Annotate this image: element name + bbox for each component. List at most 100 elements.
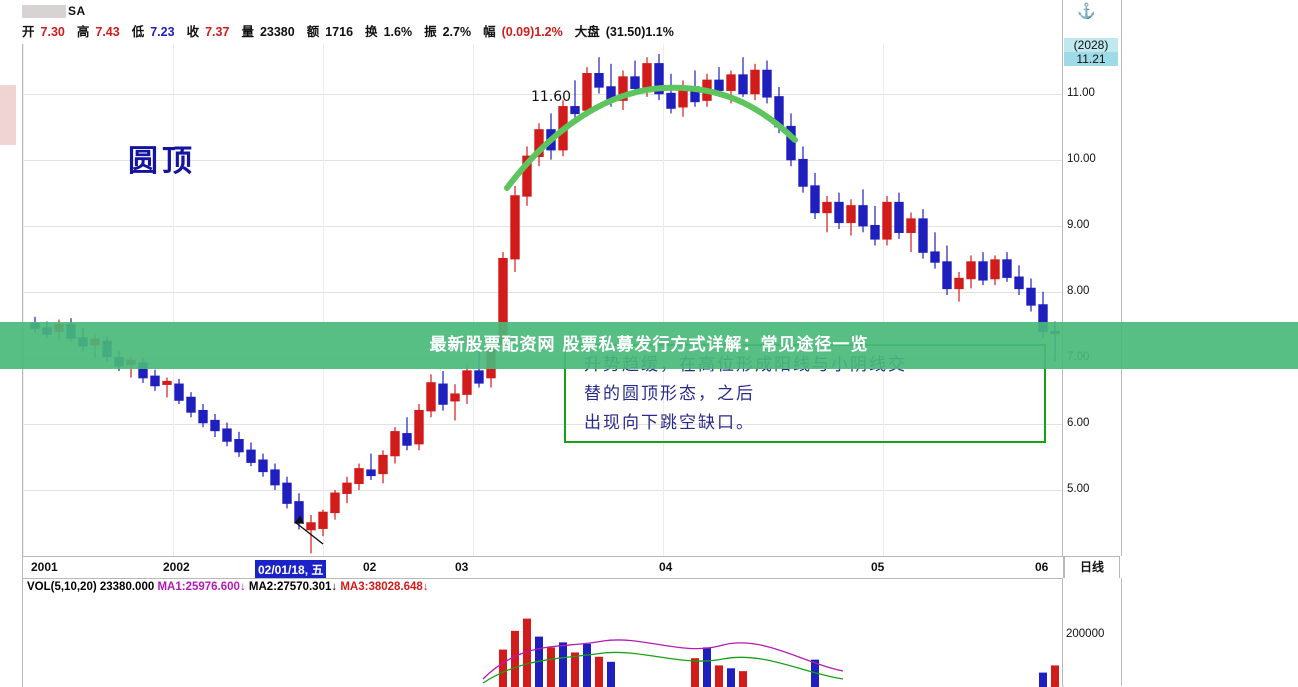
candle (234, 431, 244, 457)
quote-stat-3: 收 7.37 (186, 25, 230, 39)
peak-price-annotation: 11.60 (531, 89, 572, 105)
volume-bar (691, 658, 699, 687)
round-top-arc-annotation (504, 84, 798, 191)
candle (834, 192, 844, 229)
price-badge-top: (2028) (1064, 38, 1118, 52)
gridline-3 (23, 291, 1063, 293)
candle (882, 195, 892, 246)
price-chart-area: 圆顶 11.60 4.04 升势趋缓，在高位形成阳线与小阴线交 替的圆顶形态，之… (22, 44, 1064, 596)
candle (870, 205, 880, 246)
gridline-6 (23, 489, 1063, 491)
gridline-2 (23, 225, 1063, 227)
candle (282, 476, 292, 509)
candle (918, 209, 928, 259)
gridline-5 (23, 423, 1063, 425)
candle (522, 146, 532, 206)
candle (750, 63, 760, 101)
quote-stat-5: 额 1716 (306, 25, 354, 39)
date-label-6: 05 (871, 560, 885, 574)
date-label-5: 04 (659, 560, 673, 574)
gridline-1 (23, 159, 1063, 161)
quote-stats: 开 7.30 高 7.43 低 7.23 收 7.37 量 23380 额 1716 换 1.6% 振 2.7… (22, 21, 686, 40)
candle (1014, 265, 1024, 296)
candle (990, 255, 1000, 286)
volume-bar (547, 647, 555, 687)
candle (438, 371, 448, 411)
grid-layer (23, 44, 1063, 556)
vertical-gridline-2 (323, 44, 324, 556)
volume-ma2: MA2:27570.301 (248, 581, 332, 593)
pattern-title-annotation: 圆顶 (128, 144, 196, 179)
quote-stat-9: 大盘 (31.50)1.1% (574, 25, 674, 39)
candle (930, 232, 940, 269)
candle (390, 427, 400, 464)
candle (978, 252, 988, 286)
quote-stat-6: 换 1.6% (365, 25, 413, 39)
date-label-7: 06 (1035, 560, 1049, 574)
image-artifact (0, 85, 16, 145)
date-axis: 2001 2002 02/01/18, 五 02 03 04 05 06 (22, 556, 1064, 580)
candle (258, 453, 268, 477)
candle (342, 476, 352, 504)
quote-stat-0: 开 7.30 (22, 25, 65, 39)
candle (510, 186, 520, 272)
candle (594, 57, 604, 94)
volume-indicator-header: VOL(5,10,20) 23380.000 MA1:25976.600↓ MA… (27, 581, 429, 593)
volume-ma3: MA3:38028.648 (340, 581, 423, 593)
candle (954, 271, 964, 302)
quote-header: SA 开 7.30 高 7.43 低 7.23 收 7.37 量 23380 额 1716 换 1.6% 振… (22, 2, 1082, 44)
vertical-gridline-3 (473, 44, 474, 556)
candle (666, 73, 676, 114)
volume-ma2-line (482, 651, 844, 684)
price-badge-bottom: 11.21 (1064, 52, 1118, 66)
volume-ma1-line (482, 639, 844, 680)
anchor-icon[interactable]: ⚓ (1077, 3, 1096, 20)
price-tick-6: 5.00 (1067, 482, 1090, 495)
volume-bar-series (482, 618, 1059, 687)
price-badge: (2028) 11.21 (1064, 38, 1118, 66)
vertical-gridline-1 (173, 44, 174, 556)
candle (330, 489, 340, 520)
candle (366, 453, 376, 481)
volume-bar (559, 642, 567, 687)
price-tick-0: 11.00 (1067, 86, 1095, 99)
volume-bar (583, 643, 591, 687)
volume-ma1: MA1:25976.600 (157, 581, 240, 593)
candle (222, 422, 232, 447)
date-label-4: 03 (455, 560, 469, 574)
candle (450, 384, 460, 421)
volume-bar (499, 649, 507, 687)
volume-tick-0: 200000 (1066, 628, 1105, 640)
quote-stat-2: 低 7.23 (131, 25, 175, 39)
candle (174, 378, 184, 405)
candle (354, 463, 364, 490)
candle (966, 255, 976, 289)
candle (162, 377, 172, 398)
note-line-3: 出现向下跳空缺口。 (584, 413, 755, 433)
vertical-gridline-5 (883, 44, 884, 556)
candle (246, 442, 256, 467)
volume-axis: 200000 (1062, 578, 1122, 686)
volume-bar (595, 656, 603, 687)
vertical-gridline-0 (23, 44, 24, 556)
candle (150, 369, 160, 391)
volume-title: VOL(5,10,20) (27, 581, 97, 593)
candle (942, 245, 952, 296)
candle (462, 364, 472, 405)
candle (402, 417, 412, 451)
period-label[interactable]: 日线 (1064, 556, 1120, 580)
candle (378, 450, 388, 484)
volume-chart-area: VOL(5,10,20) 23380.000 MA1:25976.600↓ MA… (22, 578, 1064, 687)
price-tick-2: 9.00 (1067, 218, 1090, 231)
price-axis: ⚓ (2028) 11.21 11.0010.009.008.007.006.0… (1062, 0, 1122, 556)
gridline-0 (23, 93, 1063, 95)
stock-code-row: SA (22, 2, 86, 20)
quote-stat-1: 高 7.43 (76, 25, 120, 39)
redacted-code-block (22, 4, 66, 18)
quote-stat-8: 幅 (0.09)1.2% (483, 25, 563, 39)
date-label-3: 02 (363, 560, 377, 574)
candle (738, 57, 748, 97)
candle (762, 60, 772, 104)
date-label-1: 2002 (163, 560, 190, 574)
